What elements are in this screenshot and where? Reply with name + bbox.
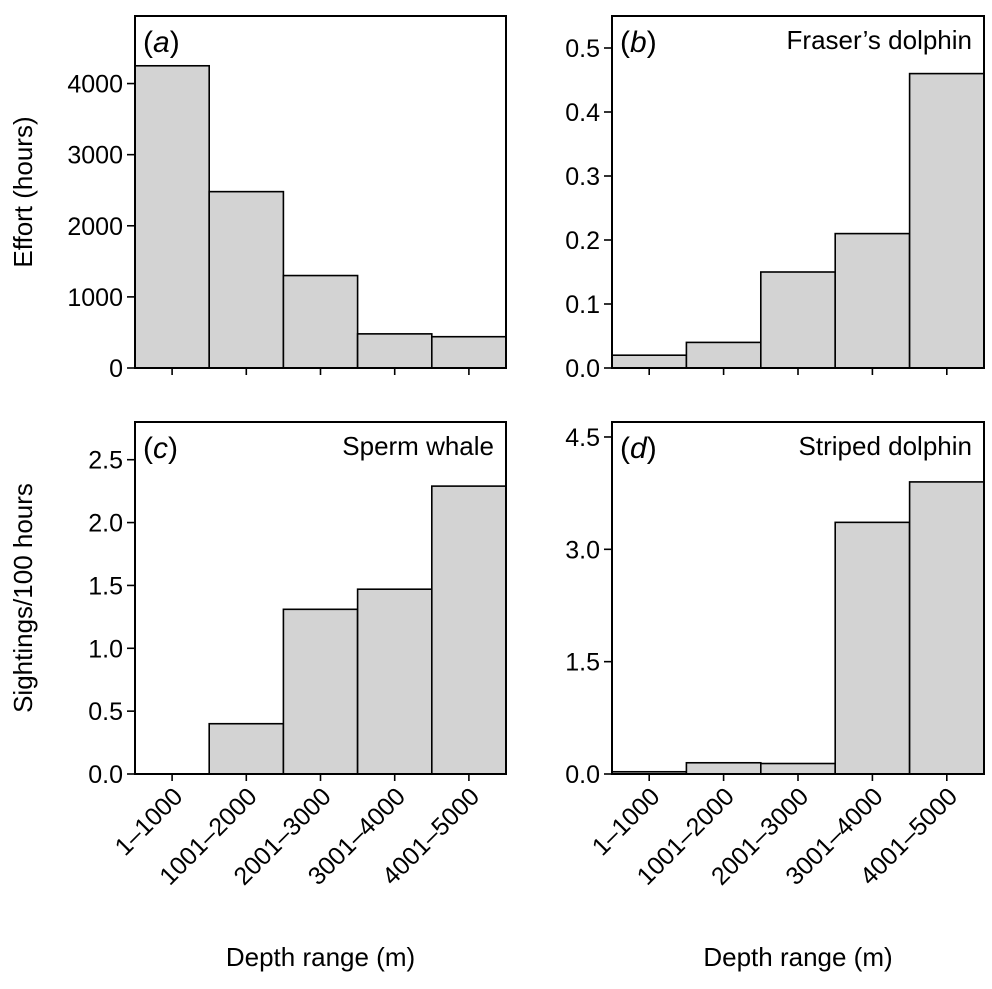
bar-2 [208, 190, 285, 369]
panel-letter: (d) [620, 432, 657, 465]
panel-letter: (b) [620, 26, 657, 59]
y-tick-label: 0.5 [565, 35, 600, 63]
bar-3 [282, 274, 359, 369]
y-tick-label: 3000 [67, 142, 123, 170]
y-tick-label: 2000 [67, 213, 123, 241]
bar-4 [356, 333, 433, 369]
panel-b: 0.0 0.1 0.2 0.3 0.4 0.5 (b) Fraser’s dolphin [565, 15, 985, 383]
y-tick-label: 0.4 [565, 99, 600, 127]
bar-2 [685, 761, 762, 775]
y-tick-label: 4.5 [565, 424, 600, 452]
bar-4 [834, 521, 911, 775]
x-axis-title: Depth range (m) [703, 942, 892, 972]
y-tick-label: 0.0 [565, 355, 600, 383]
y-tick-label: 4000 [67, 71, 123, 99]
bar-5 [430, 485, 507, 775]
bar-4 [834, 232, 911, 369]
panel-title: Striped dolphin [799, 431, 972, 461]
bar-1 [134, 64, 210, 369]
panel-c: 0.00.51.01.52.02.51–10001001–20002001–30… [8, 421, 507, 972]
bar-2 [208, 722, 285, 775]
y-tick-label: 1000 [67, 284, 123, 312]
y-tick-label: 1.0 [88, 635, 123, 663]
panel-letter: (c) [143, 432, 178, 465]
bar-5 [430, 335, 507, 369]
y-tick-label: 0.0 [88, 761, 123, 789]
panel-title: Sperm whale [342, 431, 494, 461]
y-tick-label: 0.5 [88, 698, 123, 726]
y-tick-label: 0.1 [565, 291, 600, 319]
y-axis-title: Effort (hours) [8, 116, 38, 267]
y-tick-label: 2.5 [88, 447, 123, 475]
y-axis-title: Sightings/100 hours [8, 483, 38, 713]
bar-4 [356, 588, 433, 775]
bar-5 [908, 481, 985, 775]
bar-1 [611, 354, 688, 369]
y-tick-label: 1.5 [88, 572, 123, 600]
y-tick-label: 3.0 [565, 536, 600, 564]
y-tick-label: 2.0 [88, 510, 123, 538]
bar-3 [759, 271, 836, 369]
x-axis-title: Depth range (m) [226, 942, 415, 972]
panel-letter: (a) [143, 26, 180, 59]
panel-d: 0.01.53.04.51–10001001–20002001–30003001… [565, 421, 985, 972]
y-tick-label: 0 [109, 355, 123, 383]
bar-3 [759, 762, 836, 775]
panel-title: Fraser’s dolphin [787, 25, 972, 55]
bar-5 [908, 72, 985, 369]
panel-a: 0 1000 2000 3000 4000 (a) Effort (hours) [8, 15, 507, 383]
bar-2 [685, 341, 762, 369]
y-tick-label: 0.3 [565, 163, 600, 191]
y-tick-label: 1.5 [565, 649, 600, 677]
bar-3 [282, 608, 359, 775]
y-tick-label: 0.2 [565, 227, 600, 255]
y-tick-label: 0.0 [565, 761, 600, 789]
